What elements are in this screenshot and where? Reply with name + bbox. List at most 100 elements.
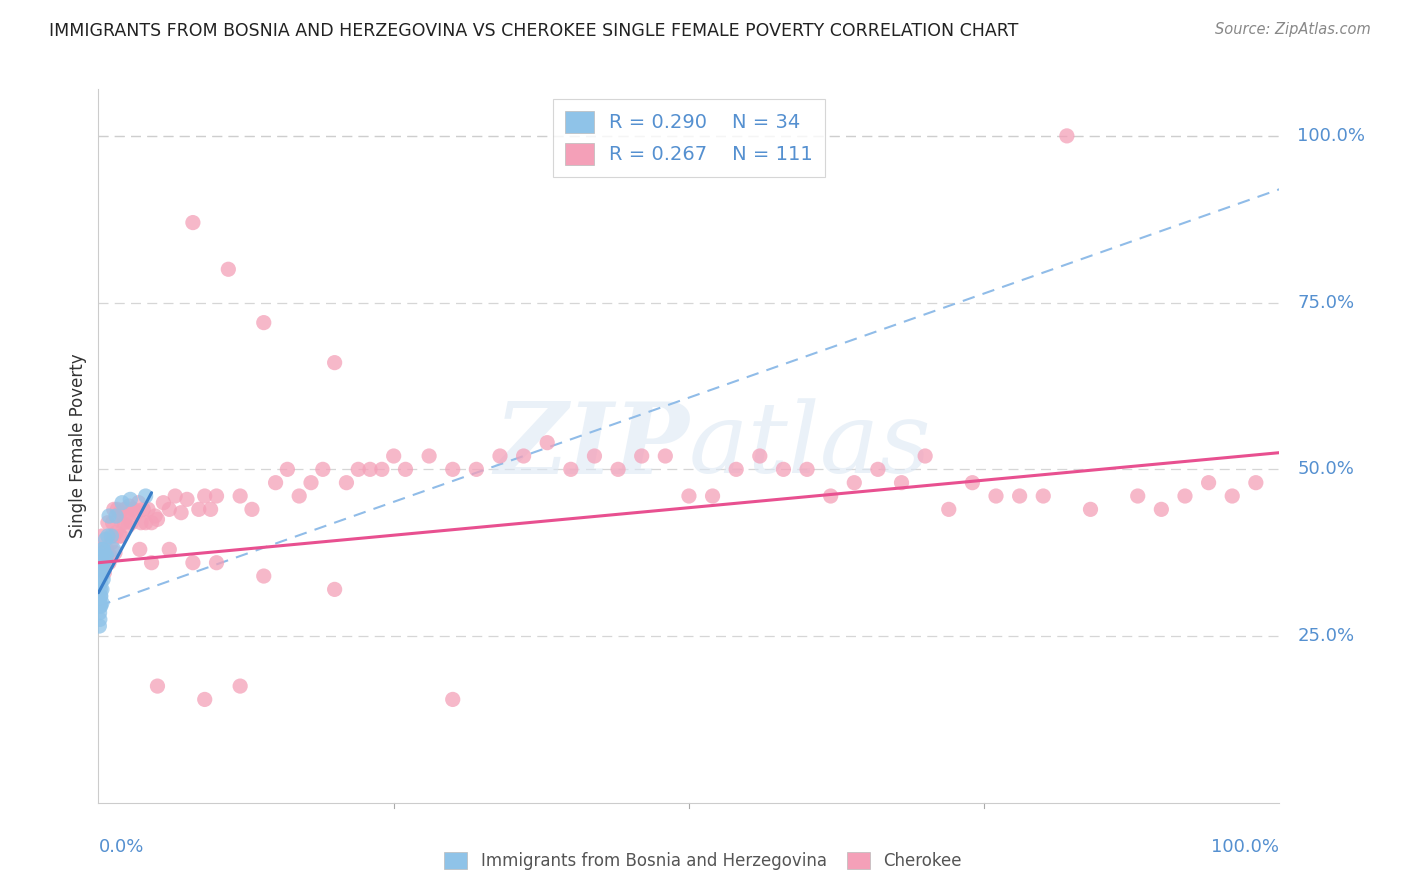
Point [1080,502,1102,516]
Point [108,529,131,543]
Point [141,516,163,530]
Point [90,599,112,613]
Text: ZIP: ZIP [494,398,689,494]
Point [512,449,534,463]
Point [90,549,112,563]
Point [93,546,115,560]
Point [129,516,152,530]
Point [91,556,114,570]
Point [181,556,204,570]
Point [984,489,1007,503]
Point [121,502,143,516]
Point [98,556,121,570]
Point [489,449,512,463]
Point [217,262,239,277]
Point [90,569,112,583]
Point [90,542,112,557]
Point [146,679,169,693]
Point [1032,489,1054,503]
Point [98,549,121,563]
Text: 50.0%: 50.0% [1298,460,1354,478]
Point [1174,489,1197,503]
Point [89,582,111,597]
Text: IMMIGRANTS FROM BOSNIA AND HERZEGOVINA VS CHEROKEE SINGLE FEMALE POVERTY CORRELA: IMMIGRANTS FROM BOSNIA AND HERZEGOVINA V… [49,22,1018,40]
Point [90,589,112,603]
Point [125,506,148,520]
Point [1220,489,1243,503]
Point [1244,475,1267,490]
Point [135,516,157,530]
Point [128,542,150,557]
Point [165,489,187,503]
Point [90,556,112,570]
Point [253,569,276,583]
Point [748,449,770,463]
Point [105,509,128,524]
Point [111,496,134,510]
Point [108,506,131,520]
Point [91,529,114,543]
Point [97,529,120,543]
Point [465,462,488,476]
Point [229,679,252,693]
Point [312,462,335,476]
Point [91,542,114,557]
Point [91,559,114,574]
Point [90,575,112,590]
Point [654,449,676,463]
Point [181,216,204,230]
Point [441,692,464,706]
Point [105,525,128,540]
Point [678,489,700,503]
Point [264,475,287,490]
Point [347,462,370,476]
Point [1198,475,1220,490]
Point [111,516,134,530]
Point [157,542,180,557]
Point [205,489,228,503]
Point [103,502,125,516]
Point [796,462,818,476]
Point [101,516,124,530]
Point [89,556,111,570]
Point [104,546,127,560]
Point [96,549,118,563]
Point [176,492,198,507]
Point [418,449,440,463]
Point [89,596,111,610]
Point [253,316,276,330]
Point [93,562,115,576]
Point [914,449,936,463]
Y-axis label: Single Female Poverty: Single Female Poverty [69,354,87,538]
Point [89,619,111,633]
Point [441,462,464,476]
Point [536,435,558,450]
Point [122,502,145,516]
Legend: Immigrants from Bosnia and Herzegovina, Cherokee: Immigrants from Bosnia and Herzegovina, … [437,845,969,877]
Point [112,502,135,516]
Point [94,552,117,566]
Point [146,512,169,526]
Text: 75.0%: 75.0% [1298,293,1354,311]
Point [94,533,117,547]
Point [100,535,122,549]
Point [128,496,150,510]
Point [89,612,111,626]
Point [90,589,112,603]
Point [866,462,889,476]
Point [103,542,125,557]
Point [105,502,128,516]
Point [117,519,139,533]
Point [382,449,405,463]
Point [1008,489,1031,503]
Legend: R = 0.290    N = 34, R = 0.267    N = 111: R = 0.290 N = 34, R = 0.267 N = 111 [553,99,825,177]
Point [89,599,111,613]
Point [121,516,143,530]
Point [187,502,209,516]
Point [200,502,222,516]
Point [335,475,357,490]
Point [371,462,394,476]
Point [299,475,322,490]
Point [359,462,381,476]
Point [90,562,112,576]
